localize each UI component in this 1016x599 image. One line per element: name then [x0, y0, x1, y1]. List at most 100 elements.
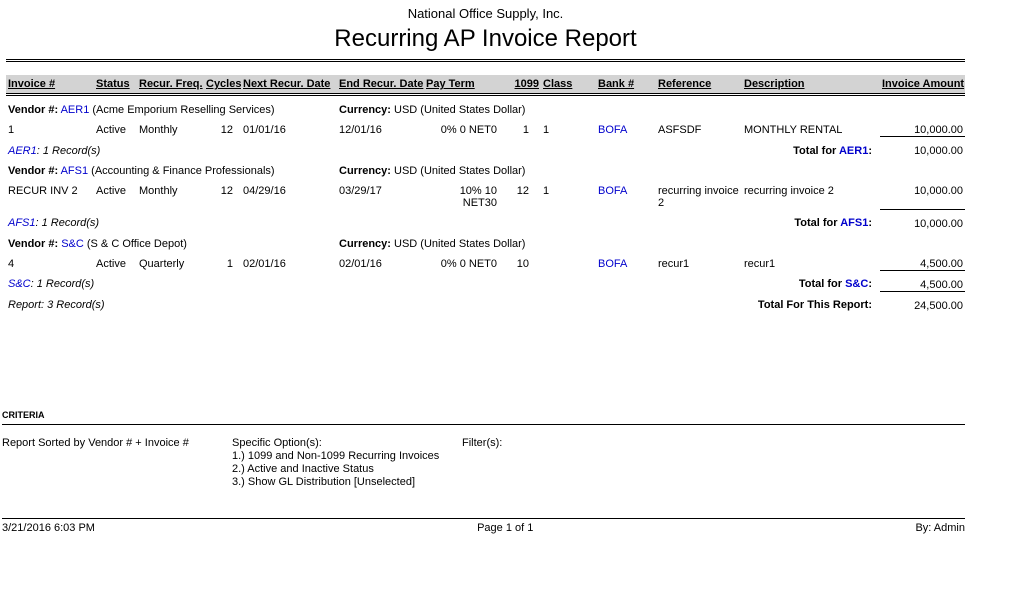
- vendor-code-link[interactable]: AFS1: [8, 217, 36, 229]
- cell-invoice: RECUR INV 2: [8, 185, 78, 197]
- vendor-code-link[interactable]: S&C: [8, 278, 31, 290]
- currency-label: Currency:: [339, 104, 391, 116]
- cell-invoice-amount: 10,000.00: [914, 124, 963, 136]
- criteria-options-label: Specific Option(s):: [232, 437, 322, 449]
- cell-status: Active: [96, 257, 126, 270]
- cell-bank: BOFA: [596, 177, 656, 209]
- vendor-code-link[interactable]: AFS1: [840, 217, 869, 229]
- currency-label: Currency:: [339, 165, 391, 177]
- bank-code-link[interactable]: BOFA: [598, 185, 628, 197]
- vendor-code-link[interactable]: AFS1: [60, 165, 89, 177]
- vendor-cell: Vendor #: AFS1 (Accounting & Finance Pro…: [6, 157, 337, 177]
- vendor-name: (Accounting & Finance Professionals): [88, 165, 275, 177]
- cell-1099: 1: [522, 124, 529, 136]
- cell-cycles: 1: [226, 257, 233, 270]
- cell-bank: BOFA: [596, 116, 656, 137]
- cell-recur-freq: Monthly: [139, 185, 178, 197]
- column-header-1099: 1099: [501, 75, 541, 96]
- vendor-code-link[interactable]: AER1: [838, 144, 869, 157]
- record-count-text: : 1 Record(s): [36, 144, 101, 157]
- vendor-label: Vendor #:: [8, 237, 59, 250]
- vendor-cell: Vendor #: AER1 (Acme Emporium Reselling …: [6, 95, 337, 116]
- column-header-reference: Reference: [656, 75, 742, 96]
- record-count-text: : 1 Record(s): [35, 217, 100, 229]
- criteria-section: CRITERIA Report Sorted by Vendor # + Inv…: [2, 410, 965, 489]
- report-footer: 3/21/2016 6:03 PM Page 1 of 1 By: Admin: [2, 518, 965, 534]
- invoice-row: 1 Active Monthly 12 01/01/16 12/01/16 0%…: [6, 116, 965, 137]
- vendor-total-amount: 4,500.00: [880, 269, 965, 291]
- cell-pay-term: 0% 0 NET0: [440, 124, 497, 136]
- bank-code-link[interactable]: BOFA: [598, 257, 628, 270]
- criteria-heading: CRITERIA: [2, 410, 45, 420]
- column-header-recur-freq: Recur. Freq.: [137, 75, 204, 96]
- currency-label: Currency:: [339, 237, 391, 250]
- cell-cycles: 12: [220, 185, 233, 197]
- vendor-code-link[interactable]: AER1: [60, 104, 90, 116]
- title-divider: [6, 59, 965, 62]
- vendor-code-link[interactable]: S&C: [845, 278, 869, 290]
- cell-description: MONTHLY RENTAL: [744, 124, 843, 136]
- cell-status: Active: [96, 185, 126, 197]
- invoice-table: Invoice # Status Recur. Freq. Cycles Nex…: [6, 75, 965, 312]
- cell-description: recurring invoice 2: [744, 185, 834, 197]
- cell-end-recur-date: 02/01/16: [339, 257, 382, 270]
- cell-class: [541, 250, 596, 271]
- currency-value: USD (United States Dollar): [390, 104, 526, 116]
- cell-invoice: 4: [8, 257, 15, 270]
- column-header-description: Description: [742, 75, 880, 96]
- vendor-header-row: Vendor #: S&C (S & C Office Depot) Curre…: [6, 230, 965, 250]
- cell-class: 1: [543, 185, 550, 197]
- cell-cycles: 12: [220, 124, 233, 136]
- vendor-total-label: Total for AER1:: [793, 144, 872, 157]
- footer-page-number: Page 1 of 1: [477, 522, 534, 534]
- column-header-invoice: Invoice #: [6, 75, 94, 96]
- cell-1099: 10: [516, 257, 529, 270]
- cell-status: Active: [96, 124, 126, 136]
- column-header-invoice-amount: Invoice Amount: [880, 75, 965, 96]
- cell-bank: BOFA: [596, 250, 656, 271]
- criteria-filters: Filter(s):: [462, 437, 965, 489]
- vendor-cell: Vendor #: S&C (S & C Office Depot): [6, 230, 337, 250]
- vendor-subtotal-row: S&C: 1 Record(s) Total for S&C: 4,500.00: [6, 269, 965, 291]
- vendor-name: (S & C Office Depot): [83, 237, 187, 250]
- cell-invoice-amount: 10,000.00: [914, 185, 963, 197]
- currency-cell: Currency: USD (United States Dollar): [337, 157, 965, 177]
- currency-cell: Currency: USD (United States Dollar): [337, 95, 965, 116]
- cell-description: recur1: [744, 257, 776, 270]
- column-header-next-recur-date: Next Recur. Date: [241, 75, 337, 96]
- currency-value: USD (United States Dollar): [390, 165, 526, 177]
- invoice-row: 4 Active Quarterly 1 02/01/16 02/01/16 0…: [6, 250, 965, 271]
- cell-end-recur-date: 03/29/17: [339, 185, 382, 197]
- report-body: National Office Supply, Inc. Recurring A…: [6, 0, 965, 312]
- vendor-subtotal-row: AER1: 1 Record(s) Total for AER1: 10,000…: [6, 136, 965, 158]
- criteria-option: 3.) Show GL Distribution [Unselected]: [232, 476, 416, 488]
- vendor-record-count: AER1: 1 Record(s): [6, 137, 596, 158]
- vendor-label: Vendor #:: [8, 104, 59, 116]
- criteria-option: 2.) Active and Inactive Status: [232, 463, 374, 475]
- currency-cell: Currency: USD (United States Dollar): [337, 230, 965, 250]
- footer-datetime: 3/21/2016 6:03 PM: [2, 522, 95, 534]
- cell-reference: recur1: [658, 257, 690, 270]
- column-header-bank: Bank #: [596, 75, 656, 96]
- report-total-row: Report: 3 Record(s) Total For This Repor…: [6, 290, 965, 312]
- vendor-code-link[interactable]: AER1: [8, 144, 37, 157]
- company-name: National Office Supply, Inc.: [407, 6, 564, 21]
- vendor-header-row: Vendor #: AFS1 (Accounting & Finance Pro…: [6, 157, 965, 177]
- cell-next-recur-date: 04/29/16: [243, 185, 286, 197]
- vendor-total-amount: 10,000.00: [880, 208, 965, 230]
- criteria-options: Specific Option(s): 1.) 1099 and Non-109…: [232, 437, 462, 489]
- vendor-code-link[interactable]: S&C: [61, 237, 84, 250]
- column-header-cycles: Cycles: [204, 75, 241, 96]
- cell-pay-term: 10% 10 NET30: [459, 185, 497, 209]
- vendor-label: Vendor #:: [8, 165, 59, 177]
- criteria-divider: [2, 424, 965, 425]
- cell-end-recur-date: 12/01/16: [339, 124, 382, 136]
- criteria-sort-order: Report Sorted by Vendor # + Invoice #: [2, 437, 189, 449]
- vendor-subtotal-row: AFS1: 1 Record(s) Total for AFS1: 10,000…: [6, 208, 965, 230]
- cell-next-recur-date: 01/01/16: [243, 124, 286, 136]
- cell-reference: ASFSDF: [658, 124, 702, 136]
- cell-recur-freq: Quarterly: [139, 257, 185, 270]
- cell-1099: 12: [516, 185, 529, 197]
- bank-code-link[interactable]: BOFA: [598, 124, 628, 136]
